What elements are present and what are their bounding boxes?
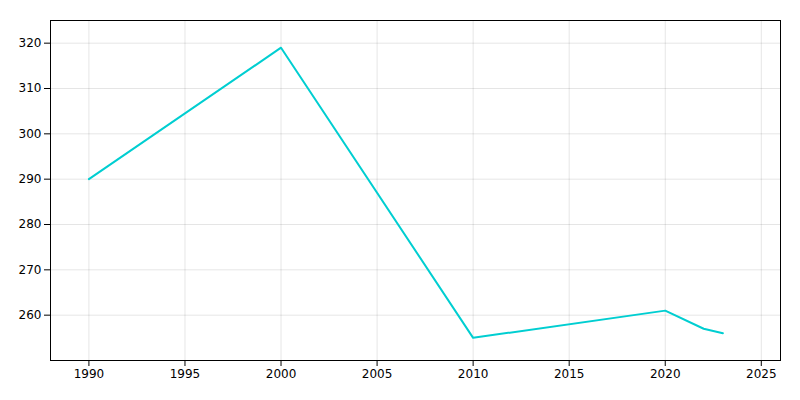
svg-text:260: 260: [19, 308, 42, 322]
svg-text:2010: 2010: [458, 367, 489, 381]
svg-text:300: 300: [19, 127, 42, 141]
svg-text:2020: 2020: [650, 367, 681, 381]
svg-text:280: 280: [19, 217, 42, 231]
svg-text:1990: 1990: [74, 367, 105, 381]
svg-text:270: 270: [19, 263, 42, 277]
svg-text:310: 310: [19, 81, 42, 95]
svg-text:2000: 2000: [266, 367, 297, 381]
svg-text:2005: 2005: [362, 367, 393, 381]
svg-text:320: 320: [19, 36, 42, 50]
svg-text:290: 290: [19, 172, 42, 186]
svg-text:1995: 1995: [170, 367, 201, 381]
svg-text:2015: 2015: [554, 367, 585, 381]
svg-text:2025: 2025: [746, 367, 777, 381]
